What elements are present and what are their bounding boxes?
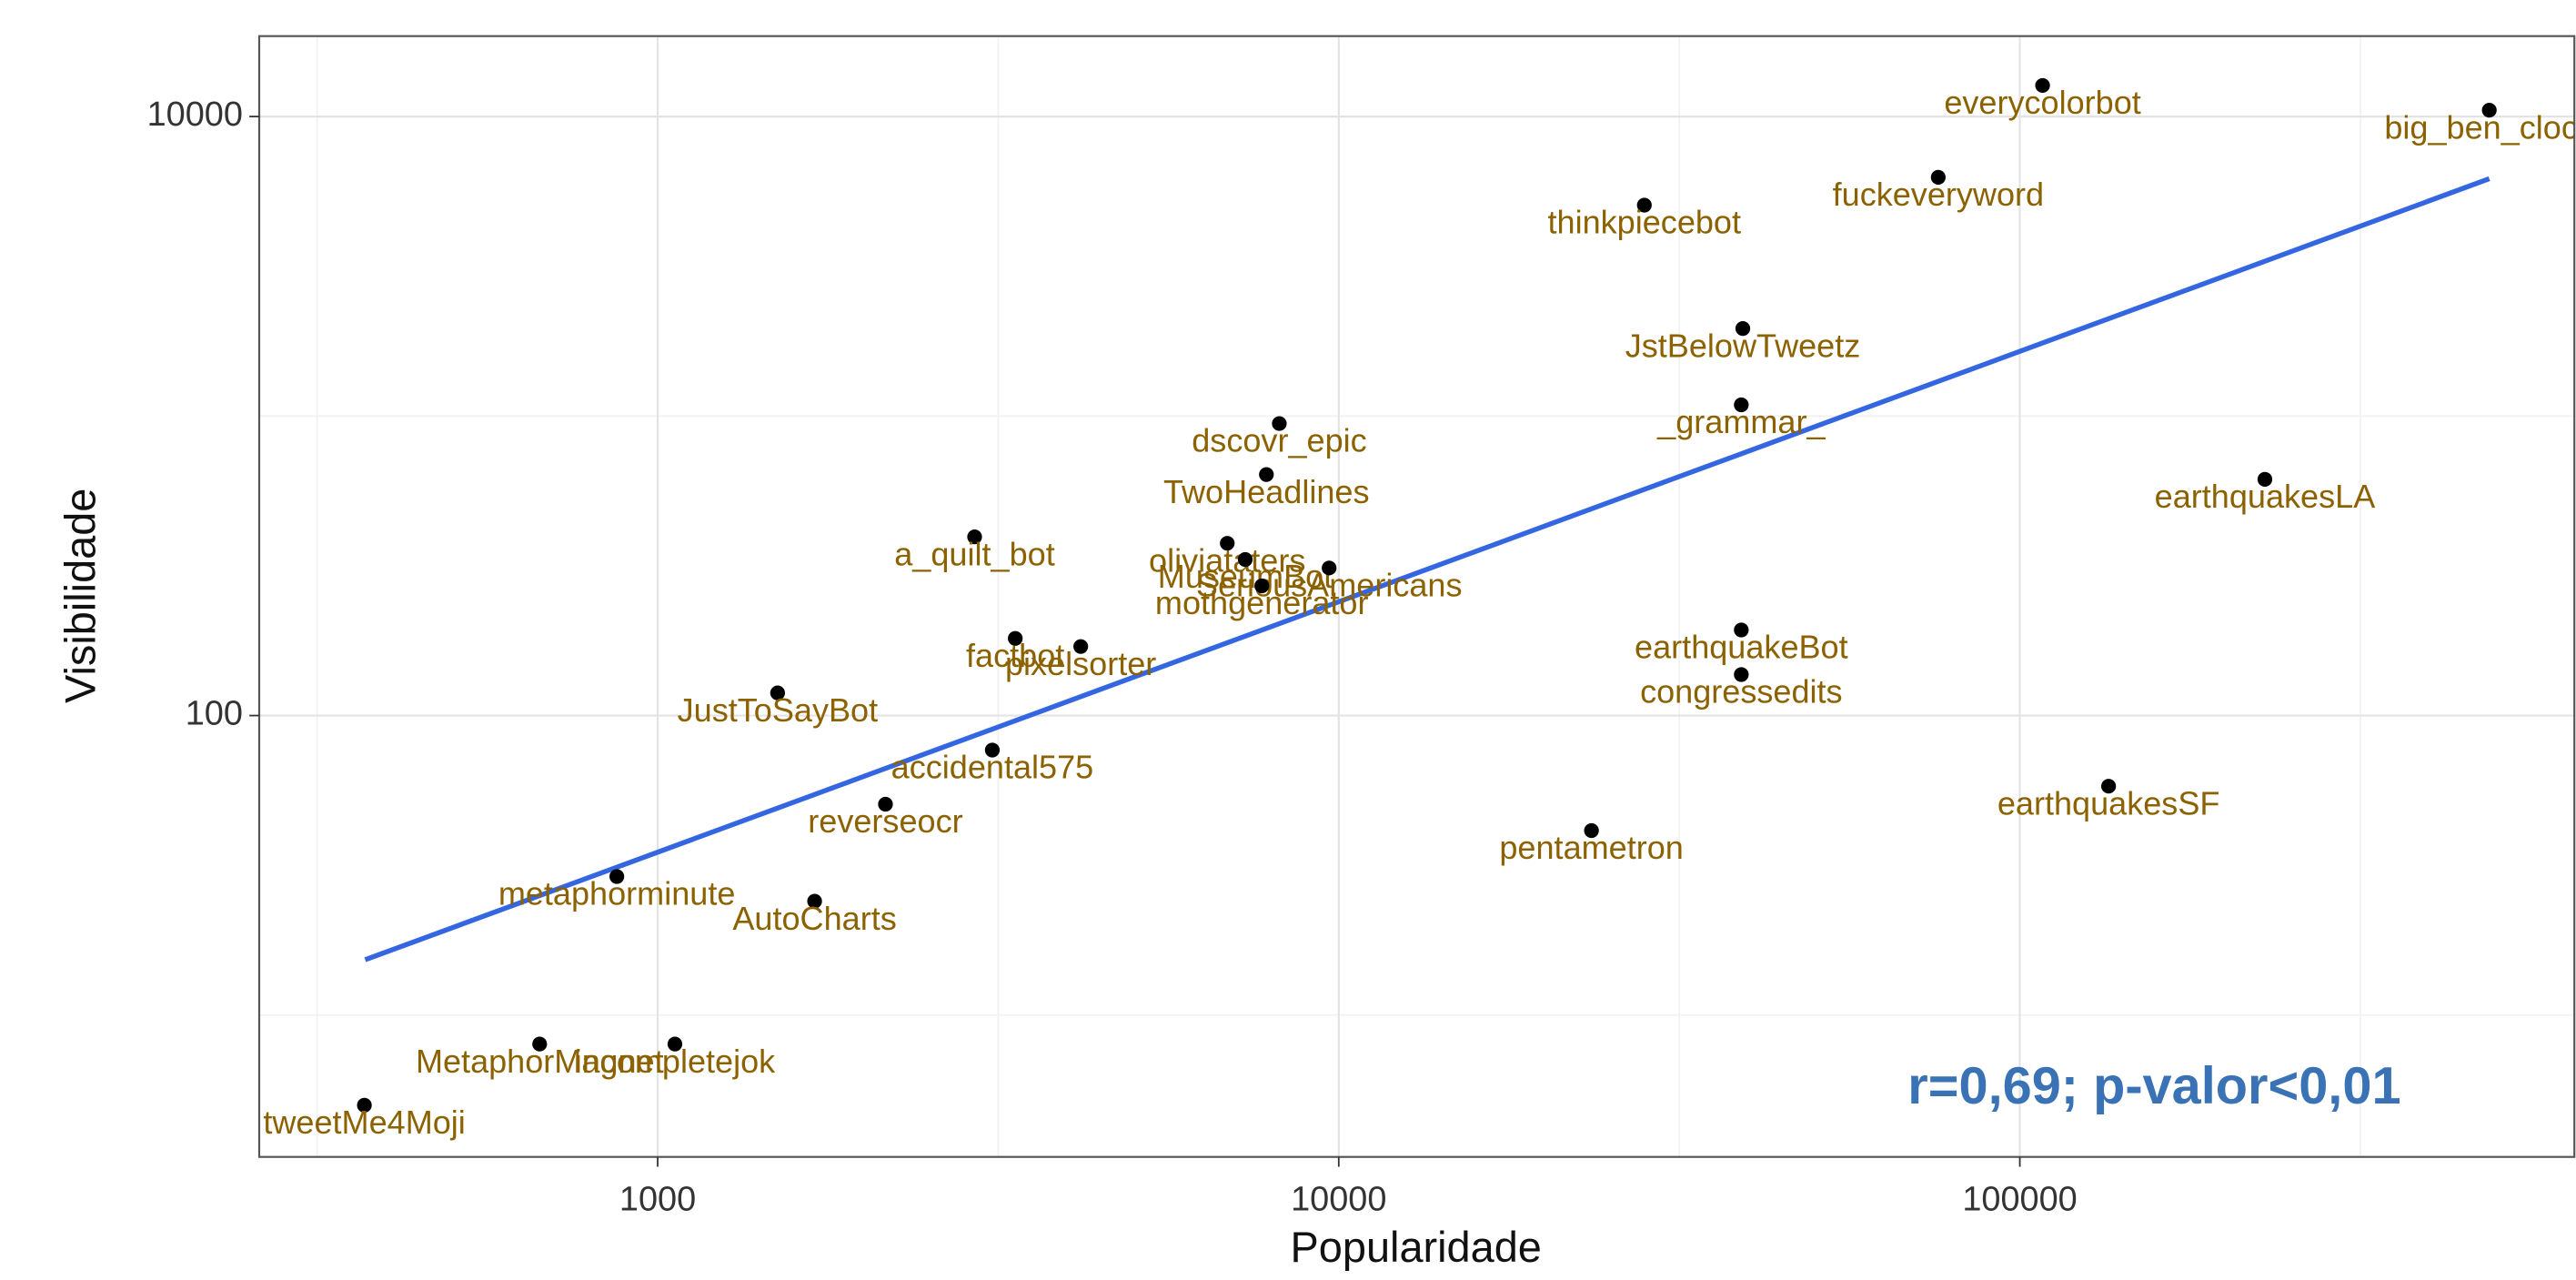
point bbox=[609, 869, 625, 884]
point-label: MetaphorMagnet bbox=[416, 1043, 664, 1080]
point-label: JustToSayBot bbox=[678, 691, 879, 729]
point bbox=[1237, 551, 1253, 568]
point-label: metaphorminute bbox=[498, 875, 736, 912]
point-label: pixelsorter bbox=[1005, 645, 1156, 682]
panel-border bbox=[257, 35, 2576, 1158]
y-axis-title: Visibilidade bbox=[56, 489, 104, 703]
point-label: oliviataters bbox=[1149, 541, 1305, 579]
y-tick-label: 10000 bbox=[147, 96, 243, 134]
point-label: mothgenerator bbox=[1155, 584, 1369, 621]
point-label: _grammar_ bbox=[1656, 403, 1826, 440]
point bbox=[984, 742, 1001, 758]
point-label: fuckeveryword bbox=[1833, 176, 2045, 213]
point-label: earthquakesLA bbox=[2155, 478, 2376, 515]
point-label: reverseocr bbox=[808, 802, 962, 840]
point-label: earthquakeBot bbox=[1635, 629, 1848, 666]
point-label: tweetMe4Moji bbox=[263, 1104, 465, 1141]
point bbox=[1636, 197, 1652, 213]
point-label: congressedits bbox=[1640, 673, 1843, 711]
point bbox=[1259, 467, 1274, 482]
plot-marks: everycolorbot big_ben_clock fuckeveryword t… bbox=[263, 77, 2576, 1141]
point-label: MuseumBot bbox=[1158, 558, 1333, 595]
point bbox=[2101, 779, 2117, 794]
point bbox=[1734, 397, 1749, 413]
point bbox=[2481, 103, 2497, 118]
point-label: accidental575 bbox=[891, 749, 1094, 786]
point bbox=[807, 893, 822, 909]
trend-line bbox=[364, 176, 2490, 963]
point-label: JstBelowTweetz bbox=[1625, 327, 1861, 364]
point bbox=[1322, 560, 1337, 576]
grid bbox=[258, 35, 2575, 1157]
point bbox=[1272, 416, 1287, 431]
x-tick-label: 100000 bbox=[1962, 1180, 2077, 1218]
point-label: TwoHeadlines bbox=[1163, 473, 1370, 510]
point-label: pentametron bbox=[1499, 829, 1683, 866]
y-tick-label: 100 bbox=[186, 695, 243, 733]
annotation: r=0,69; p-valor<0,01 bbox=[1907, 1057, 2400, 1115]
point-label: earthquakesSF bbox=[1997, 784, 2220, 821]
point bbox=[1584, 822, 1599, 839]
point-label: incompletejok bbox=[575, 1043, 776, 1080]
point-label: factbot bbox=[966, 637, 1064, 674]
point bbox=[2257, 471, 2273, 487]
point-label: dscovr_epic bbox=[1192, 422, 1366, 459]
point bbox=[1073, 639, 1089, 654]
point-label: big_ben_clock bbox=[2384, 108, 2576, 146]
point bbox=[1008, 630, 1023, 646]
point-label: everycolorbot bbox=[1944, 84, 2140, 121]
x-tick-label: 10000 bbox=[1291, 1180, 1386, 1218]
point-label: thinkpiecebot bbox=[1547, 204, 1741, 241]
x-tick-label: 1000 bbox=[619, 1180, 696, 1218]
point bbox=[1734, 667, 1749, 682]
point bbox=[967, 529, 982, 545]
point bbox=[532, 1036, 548, 1052]
point bbox=[770, 685, 785, 700]
point bbox=[357, 1097, 372, 1113]
point bbox=[2035, 77, 2050, 94]
point bbox=[1930, 169, 1946, 185]
point bbox=[878, 796, 893, 812]
point bbox=[1735, 320, 1751, 337]
point bbox=[1734, 622, 1749, 638]
point bbox=[1220, 536, 1235, 551]
point-label: SeriousAmericans bbox=[1196, 567, 1463, 604]
point bbox=[1254, 578, 1270, 594]
point-label: AutoCharts bbox=[732, 900, 896, 937]
point-label: a_quilt_bot bbox=[894, 535, 1054, 572]
point bbox=[667, 1036, 683, 1052]
plot-panel bbox=[258, 35, 2575, 1157]
x-axis-title: Popularidade bbox=[1291, 1224, 1542, 1271]
